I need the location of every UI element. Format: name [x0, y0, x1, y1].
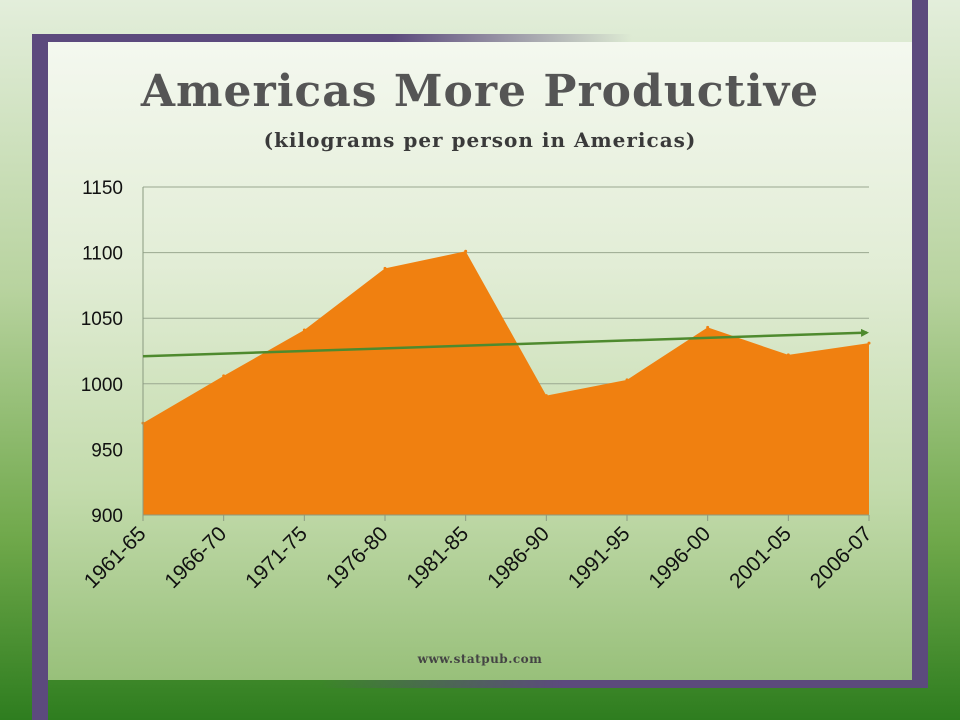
x-tick-label: 1966-70 — [160, 522, 231, 593]
area-series — [143, 251, 869, 515]
data-point — [786, 353, 790, 357]
data-point — [222, 374, 226, 378]
x-tick-label: 1971-75 — [241, 522, 312, 593]
y-tick-label: 1050 — [81, 309, 123, 330]
x-tick-label: 1976-80 — [322, 522, 393, 593]
x-tick-label: 2001-05 — [725, 522, 796, 593]
chart-subtitle: (kilograms per person in Americas) — [263, 128, 697, 152]
data-point — [464, 249, 468, 253]
x-tick-label: 2006-07 — [806, 522, 877, 593]
x-tick-label: 1996-00 — [644, 522, 715, 593]
chart-title: Americas More Productive — [140, 66, 820, 117]
data-point — [302, 328, 306, 332]
trend-line — [142, 328, 869, 358]
y-tick-label: 900 — [91, 506, 123, 527]
x-tick-label: 1986-90 — [483, 522, 554, 593]
y-tick-label: 1000 — [81, 375, 123, 396]
data-point — [544, 394, 548, 398]
data-point — [706, 325, 710, 329]
data-point — [625, 378, 629, 382]
y-tick-label: 950 — [91, 440, 123, 461]
x-tick-label: 1981-85 — [402, 522, 473, 593]
data-point — [383, 266, 387, 270]
frame-right-bar — [912, 0, 928, 686]
x-tick-label: 1991-95 — [564, 522, 635, 593]
x-tick-label: 1961-65 — [80, 522, 151, 593]
frame-left-bar — [32, 34, 48, 720]
data-point — [867, 341, 871, 345]
source-credit: www.statpub.com — [417, 652, 543, 666]
y-tick-label: 1100 — [82, 244, 123, 265]
frame-bottom-bar — [320, 680, 928, 688]
frame-top-bar — [32, 34, 632, 42]
y-tick-label: 1150 — [82, 178, 123, 199]
